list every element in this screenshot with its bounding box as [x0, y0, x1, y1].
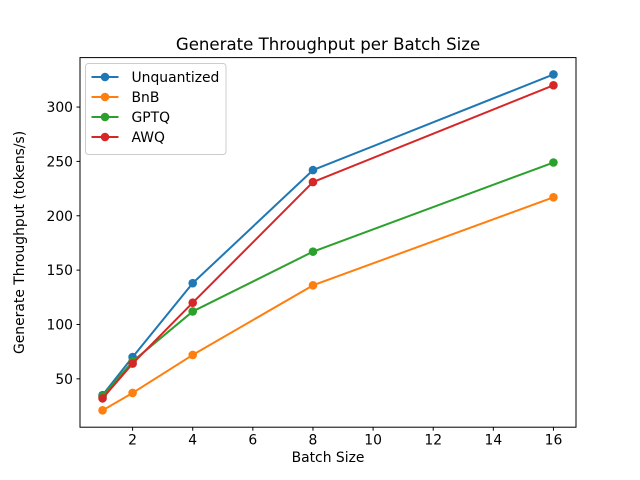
data-point-bnb: [128, 388, 137, 398]
plot-area-frame: [79, 57, 577, 428]
axis-ticks: 2 4 6 8 10 12 14 16 50 100 150 200 250 300: [46, 100, 562, 449]
data-point-unquantized: [308, 165, 318, 175]
data-point-gptq: [549, 158, 558, 167]
y-tick-label: 150: [46, 263, 73, 279]
x-tick-label: 10: [364, 433, 382, 449]
data-point-awq: [98, 394, 107, 403]
chart-title: Generate Throughput per Batch Size: [176, 35, 480, 54]
data-point-bnb: [308, 281, 318, 290]
x-tick-label: 12: [424, 433, 442, 449]
y-tick-label: 250: [46, 154, 73, 170]
x-axis-label: Batch Size: [292, 450, 365, 466]
legend-marker-bnb: [100, 92, 110, 102]
legend-box: [85, 63, 227, 155]
data-point-unquantized: [188, 278, 198, 288]
legend-label-gptq: GPTQ: [132, 110, 171, 126]
y-tick-label: 100: [46, 317, 73, 333]
legend-label-bnb: BnB: [132, 90, 160, 106]
data-point-gptq: [188, 307, 198, 316]
y-tick-label: 300: [46, 100, 73, 116]
legend-label-unquantized: Unquantized: [132, 70, 220, 86]
data-point-awq: [128, 359, 137, 368]
x-tick-label: 2: [128, 433, 137, 449]
data-point-bnb: [98, 406, 107, 415]
data-point-awq: [549, 81, 558, 90]
data-point-unquantized: [549, 70, 558, 79]
y-tick-label: 200: [46, 209, 73, 225]
data-point-awq: [188, 298, 198, 308]
legend-marker-awq: [100, 132, 110, 142]
data-point-awq: [308, 177, 318, 187]
x-tick-label: 16: [545, 433, 563, 449]
x-tick-label: 8: [309, 433, 318, 449]
legend-marker-unquantized: [100, 72, 110, 82]
legend: Unquantized BnB GPTQ AWQ: [85, 63, 227, 155]
data-series: [98, 70, 558, 415]
legend-label-awq: AWQ: [132, 130, 165, 146]
y-tick-label: 50: [55, 372, 73, 388]
x-tick-label: 14: [484, 433, 502, 449]
data-point-bnb: [188, 350, 198, 360]
x-tick-label: 6: [248, 433, 257, 449]
x-tick-label: 4: [188, 433, 197, 449]
data-point-gptq: [308, 247, 318, 256]
data-point-bnb: [549, 192, 558, 202]
y-axis-label: Generate Throughput (tokens/s): [12, 131, 28, 354]
series-line-bnb: [101, 196, 555, 412]
legend-marker-gptq: [100, 112, 110, 122]
